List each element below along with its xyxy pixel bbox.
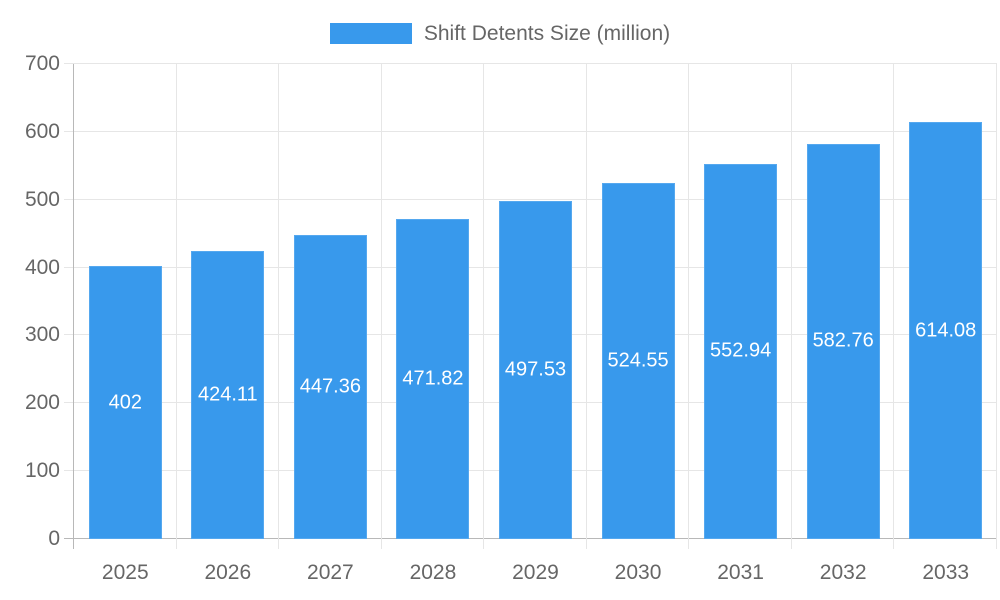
x-tick-mark xyxy=(278,539,280,549)
bar-value-label: 524.55 xyxy=(607,349,669,372)
bar-2029[interactable]: 497.53 xyxy=(499,201,572,539)
bar-2030[interactable]: 524.55 xyxy=(601,183,675,539)
x-tick-mark xyxy=(688,539,690,549)
gridline-vertical xyxy=(996,64,997,539)
gridline-vertical xyxy=(380,64,382,539)
x-tick-mark xyxy=(483,539,485,549)
y-tick-label: 700 xyxy=(24,52,60,75)
bar-2025[interactable]: 402 xyxy=(88,266,162,539)
y-tick-mark xyxy=(64,266,74,268)
bar-value-label: 552.94 xyxy=(710,339,772,362)
x-tick-mark xyxy=(790,539,792,549)
y-tick-mark xyxy=(64,470,74,472)
gridline-vertical xyxy=(893,64,895,539)
gridline-vertical xyxy=(483,64,485,539)
x-tick-label: 2029 xyxy=(512,561,559,584)
x-tick-label: 2031 xyxy=(717,561,764,584)
bar-value-label: 582.76 xyxy=(812,329,874,352)
x-tick-label: 2025 xyxy=(101,561,149,584)
x-tick-label: 2030 xyxy=(614,561,662,584)
gridline-horizontal xyxy=(74,130,997,132)
x-tick-mark xyxy=(585,539,587,549)
y-tick-mark xyxy=(64,334,74,336)
x-tick-label: 2028 xyxy=(409,561,457,584)
y-tick-label: 200 xyxy=(24,391,60,415)
bar-value-label: 471.82 xyxy=(402,367,464,390)
y-tick-label: 600 xyxy=(24,119,60,143)
y-tick-label: 300 xyxy=(24,323,60,347)
x-tick-mark xyxy=(893,539,895,549)
bar-2028[interactable]: 471.82 xyxy=(396,218,470,539)
bar-2031[interactable]: 552.94 xyxy=(704,163,778,539)
bar-value-label: 447.36 xyxy=(299,375,361,398)
x-tick-mark xyxy=(73,539,74,549)
legend[interactable]: Shift Detents Size (million) xyxy=(0,18,1000,48)
x-tick-label: 2026 xyxy=(204,561,252,584)
bar-value-label: 424.11 xyxy=(197,383,258,406)
legend-label: Shift Detents Size (million) xyxy=(423,21,671,45)
x-tick-mark xyxy=(996,539,997,549)
gridline-horizontal xyxy=(74,198,997,200)
y-tick-mark xyxy=(64,538,74,539)
bar-value-label: 402 xyxy=(108,391,142,414)
bar-2027[interactable]: 447.36 xyxy=(293,235,367,539)
gridline-vertical xyxy=(278,64,280,539)
y-tick-label: 100 xyxy=(24,459,60,483)
y-tick-mark xyxy=(64,63,74,64)
y-tick-label: 400 xyxy=(24,255,60,279)
y-tick-mark xyxy=(64,130,74,132)
bar-2032[interactable]: 582.76 xyxy=(806,143,880,539)
gridline-vertical xyxy=(790,64,792,539)
y-tick-label: 0 xyxy=(48,527,60,550)
bar-value-label: 614.08 xyxy=(915,319,977,342)
gridline-vertical xyxy=(688,64,690,539)
bar-2026[interactable]: 424.11 xyxy=(191,251,265,539)
x-tick-label: 2032 xyxy=(819,561,867,584)
bar-2033[interactable]: 614.08 xyxy=(909,122,983,539)
gridline-horizontal xyxy=(74,63,997,64)
x-tick-label: 2027 xyxy=(307,561,354,584)
gridline-vertical xyxy=(585,64,587,539)
legend-swatch-icon xyxy=(329,22,412,44)
bar-value-label: 497.53 xyxy=(504,358,567,381)
y-tick-mark xyxy=(64,402,74,404)
x-tick-label: 2033 xyxy=(922,561,970,584)
y-tick-mark xyxy=(64,198,74,200)
x-tick-mark xyxy=(175,539,177,549)
y-tick-label: 500 xyxy=(24,187,60,211)
x-tick-mark xyxy=(380,539,382,549)
gridline-vertical xyxy=(175,64,177,539)
y-axis-line xyxy=(73,64,74,539)
